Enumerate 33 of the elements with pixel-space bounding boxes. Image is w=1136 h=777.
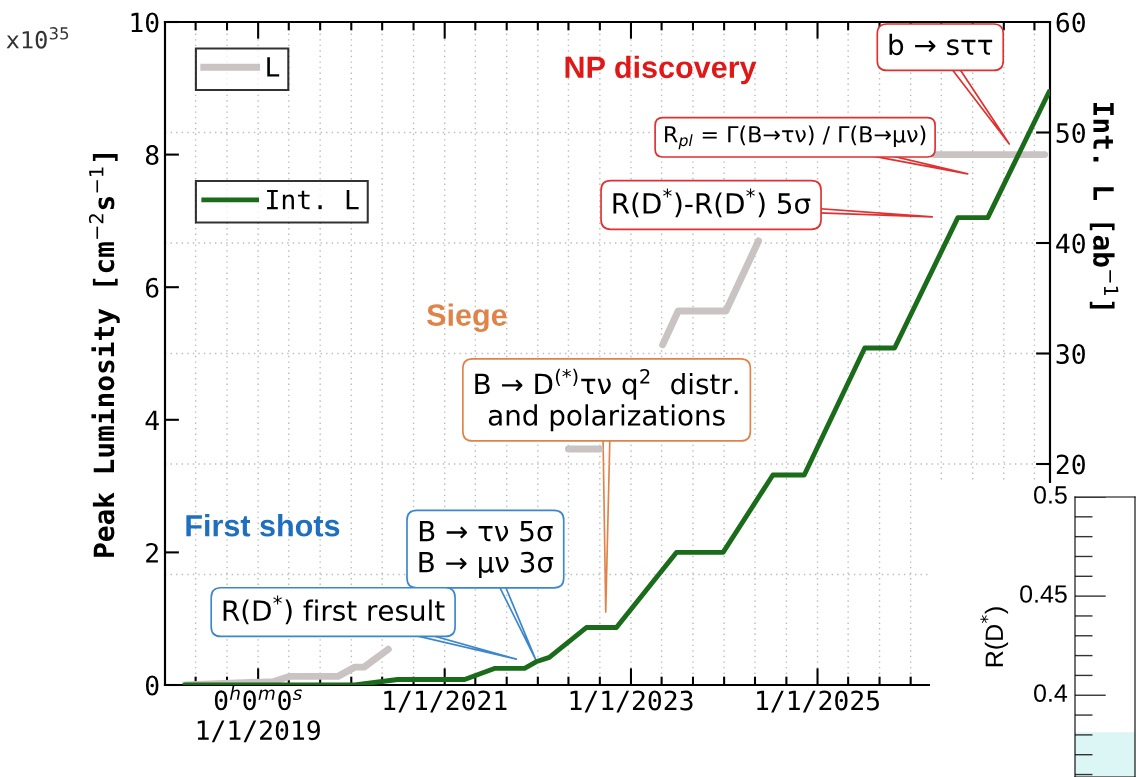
y-tick-label: 0	[145, 675, 159, 696]
y-axis-title: Peak Luminosity [cm$^{−2}$s$^{−1}$]	[88, 154, 120, 557]
annotation: R$_{pl}$ = Γ(B→τν) / Γ(B→μν)	[665, 125, 926, 150]
y-tick-label: 8	[145, 145, 159, 166]
y-tick-label: 10	[131, 12, 159, 33]
x-tick-label: 1/1/2025	[757, 690, 879, 713]
x-tick-label: 1/1/2023	[570, 690, 693, 713]
y2-tick-label: 60	[1056, 12, 1085, 33]
y2-tick-label: 50	[1056, 123, 1085, 143]
x-tick-label: 1/1/2021	[384, 690, 507, 713]
y2-tick-label: 20	[1056, 454, 1085, 475]
annotation: R(D$^{*}$)-R(D$^{*}$) 5σ	[613, 188, 811, 218]
y2-tick-label: 30	[1056, 344, 1085, 364]
annotation: R(D$^{*}$) first result	[223, 595, 445, 625]
text: R(D$^{*}$)	[980, 607, 1009, 667]
annotation: B → D$^{(*)}$τν q$^{2}$ distr. and polarizations	[475, 368, 738, 432]
annotation: 0.5	[1034, 486, 1067, 504]
y2-axis-title: Int. L [ab$^{−1}$]	[1089, 103, 1119, 309]
y-tick-label: 6	[145, 277, 159, 298]
legend-label: Int. L	[267, 189, 359, 210]
annotation: NP discovery	[565, 55, 757, 85]
y2-tick-label: 40	[1056, 233, 1085, 254]
annotation: First shots	[186, 514, 340, 537]
annotation: Siege	[427, 303, 507, 333]
legend-label: L	[267, 57, 280, 77]
x-tick-label: 0$^{h}$0$^{m}$0$^{s}$ 1/1/2019	[197, 685, 320, 743]
text: x10$^{35}$	[6, 27, 69, 49]
annotation: 0.4	[1034, 684, 1068, 702]
y-tick-label: 2	[146, 542, 158, 563]
annotation: b → sττ	[889, 33, 993, 56]
annotation: B → τν 5σ B → μν 3σ	[419, 520, 554, 579]
y-tick-label: 4	[145, 410, 159, 430]
annotation: 0.45	[1020, 585, 1067, 603]
